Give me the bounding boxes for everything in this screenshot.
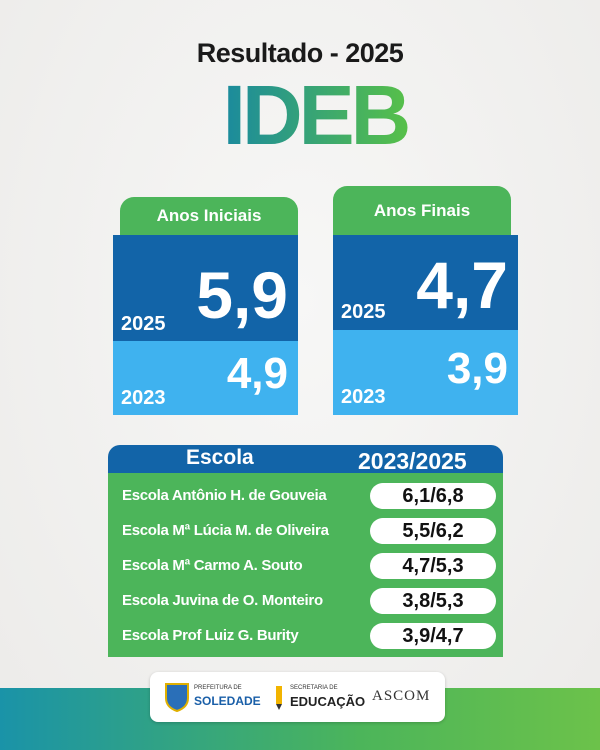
card-label: Anos Finais	[333, 186, 511, 235]
logo-small: PREFEITURA DE	[194, 685, 242, 691]
school-name: Escola Antônio H. de Gouveia	[122, 487, 327, 504]
card-current: 2025 4,7	[333, 235, 518, 330]
school-name: Escola Prof Luiz G. Burity	[122, 627, 299, 644]
school-name: Escola Juvina de O. Monteiro	[122, 592, 323, 609]
value: 5,9	[196, 258, 288, 332]
score-pill: 3,9/4,7	[370, 623, 496, 649]
score-pill: 4,7/5,3	[370, 553, 496, 579]
value: 3,9	[446, 344, 508, 393]
school-name: Escola Mª Lúcia M. de Oliveira	[122, 522, 329, 539]
logo-name: SOLEDADE	[194, 694, 261, 708]
table-row: Escola Juvina de O. Monteiro 3,8/5,3	[108, 588, 503, 616]
card-current: 2025 5,9	[113, 235, 298, 341]
year: 2023	[341, 386, 386, 408]
card: Anos Finais 2025 4,7 2023 3,9	[333, 186, 518, 415]
table-row: Escola Mª Lúcia M. de Oliveira 5,5/6,2	[108, 518, 503, 546]
card: Anos Iniciais 2025 5,9 2023 4,9	[113, 197, 298, 415]
score-pill: 6,1/6,8	[370, 483, 496, 509]
logo-name: ASCOM	[372, 688, 431, 704]
logo-small: SECRETARIA DE	[290, 685, 338, 691]
header-cell: 2023/2025	[358, 448, 467, 474]
table-row: Escola Mª Carmo A. Souto 4,7/5,3	[108, 553, 503, 581]
crest	[165, 683, 189, 712]
year: 2025	[121, 313, 166, 335]
table-row: Escola Prof Luiz G. Burity 3,9/4,7	[108, 623, 503, 651]
table-row: Escola Antônio H. de Gouveia 6,1/6,8	[108, 483, 503, 511]
table-body: Escola Antônio H. de Gouveia 6,1/6,8 Escol…	[108, 473, 503, 657]
logo-name: EDUCAÇÃO	[290, 694, 366, 709]
card-previous: 2023 3,9	[333, 330, 518, 415]
card-previous: 2023 4,9	[113, 341, 298, 415]
logo: IDEB	[223, 72, 412, 152]
year: 2025	[341, 301, 386, 323]
school-name: Escola Mª Carmo A. Souto	[122, 557, 303, 574]
pencil	[276, 686, 282, 710]
table-header: Escola 2023/2025	[108, 445, 503, 474]
header-cell: Escola	[186, 446, 254, 469]
score-pill: 3,8/5,3	[370, 588, 496, 614]
logo-text: IDEB	[223, 72, 408, 152]
score-pill: 5,5/6,2	[370, 518, 496, 544]
footer-logos: PREFEITURA DE SOLEDADE SECRETARIA DE EDU…	[150, 672, 445, 722]
title: Resultado - 2025	[196, 38, 404, 68]
value: 4,7	[416, 248, 508, 322]
value: 4,9	[226, 349, 288, 398]
card-label: Anos Iniciais	[120, 197, 298, 235]
year: 2023	[121, 387, 166, 409]
